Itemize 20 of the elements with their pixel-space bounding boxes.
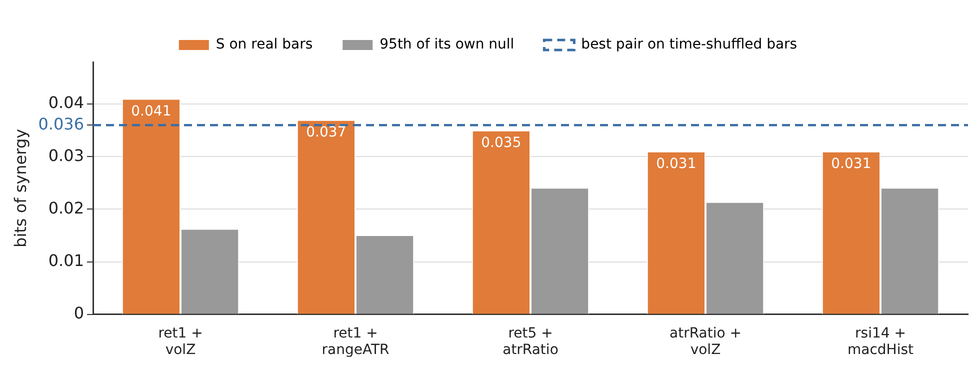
data-label: 0.041 xyxy=(131,103,172,120)
data-label: 0.035 xyxy=(481,135,522,151)
y-tick-label: 0.03 xyxy=(48,146,84,165)
data-label: 0.037 xyxy=(306,124,346,140)
data-label: 0.031 xyxy=(656,156,696,172)
legend-label: 95th of its own null xyxy=(380,36,514,53)
legend-label: best pair on time-shuffled bars xyxy=(581,36,798,53)
legend-label: S on real bars xyxy=(216,36,313,53)
y-tick-label: 0.02 xyxy=(48,198,84,218)
x-tick-label: ret1 + volZ xyxy=(158,325,203,358)
y-tick-label: 0.01 xyxy=(48,250,84,270)
y-axis-title: bits of synergy xyxy=(10,128,30,248)
y-tick-label: 0.036 xyxy=(38,114,84,134)
data-label: 0.031 xyxy=(831,156,872,172)
y-tick-label: 0 xyxy=(74,304,84,323)
x-tick-label: rsi14 + macdHist xyxy=(847,325,914,358)
x-tick-label: ret5 + atrRatio xyxy=(502,325,558,358)
y-tick-label: 0.04 xyxy=(48,93,84,112)
x-tick-label: ret1 + rangeATR xyxy=(322,325,390,358)
x-tick-label: atrRatio + volZ xyxy=(670,325,742,358)
